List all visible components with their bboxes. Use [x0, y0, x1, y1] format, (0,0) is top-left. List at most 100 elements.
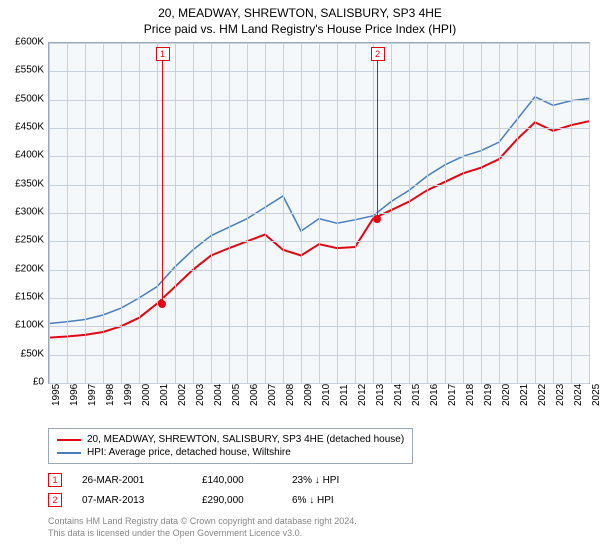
- chart-subtitle: Price paid vs. HM Land Registry's House …: [0, 20, 600, 36]
- gridline-v: [157, 43, 158, 383]
- footer-line: This data is licensed under the Open Gov…: [48, 528, 357, 540]
- legend-box: 20, MEADWAY, SHREWTON, SALISBURY, SP3 4H…: [48, 428, 413, 464]
- legend-label: 20, MEADWAY, SHREWTON, SALISBURY, SP3 4H…: [87, 434, 404, 445]
- y-tick-label: £600K: [4, 37, 44, 48]
- event-price: £290,000: [202, 495, 272, 506]
- y-tick-label: £100K: [4, 320, 44, 331]
- event-row: 1 26-MAR-2001 £140,000 23% ↓ HPI: [48, 470, 372, 490]
- gridline-v: [409, 43, 410, 383]
- gridline-v: [211, 43, 212, 383]
- x-tick-label: 2009: [303, 366, 314, 406]
- x-tick-label: 1995: [51, 366, 62, 406]
- y-tick-label: £300K: [4, 207, 44, 218]
- x-tick-label: 1996: [69, 366, 80, 406]
- gridline-v: [193, 43, 194, 383]
- x-tick-label: 2013: [375, 366, 386, 406]
- footer-attribution: Contains HM Land Registry data © Crown c…: [48, 516, 357, 539]
- marker-line: [377, 60, 378, 219]
- y-tick-label: £200K: [4, 263, 44, 274]
- event-marker-num: 2: [48, 493, 62, 507]
- gridline-v: [229, 43, 230, 383]
- gridline-v: [103, 43, 104, 383]
- event-hpi: 6% ↓ HPI: [292, 495, 372, 506]
- x-tick-label: 2012: [357, 366, 368, 406]
- x-tick-label: 2025: [591, 366, 600, 406]
- event-date: 07-MAR-2013: [82, 495, 182, 506]
- x-tick-label: 2018: [465, 366, 476, 406]
- marker-label: 1: [156, 47, 170, 61]
- gridline-v: [517, 43, 518, 383]
- x-tick-label: 2024: [573, 366, 584, 406]
- gridline-v: [319, 43, 320, 383]
- y-tick-label: £500K: [4, 93, 44, 104]
- gridline-v: [247, 43, 248, 383]
- x-tick-label: 2001: [159, 366, 170, 406]
- x-tick-label: 2022: [537, 366, 548, 406]
- legend-row: 20, MEADWAY, SHREWTON, SALISBURY, SP3 4H…: [57, 433, 404, 446]
- y-tick-label: £550K: [4, 65, 44, 76]
- x-tick-label: 2015: [411, 366, 422, 406]
- event-marker-num: 1: [48, 473, 62, 487]
- gridline-v: [571, 43, 572, 383]
- gridline-v: [67, 43, 68, 383]
- legend-swatch: [57, 439, 81, 441]
- events-table: 1 26-MAR-2001 £140,000 23% ↓ HPI 2 07-MAR-201…: [48, 470, 372, 510]
- gridline-v: [553, 43, 554, 383]
- x-tick-label: 1997: [87, 366, 98, 406]
- x-tick-label: 2016: [429, 366, 440, 406]
- gridline-v: [139, 43, 140, 383]
- gridline-v: [463, 43, 464, 383]
- marker-line: [162, 60, 163, 304]
- gridline-v: [391, 43, 392, 383]
- y-tick-label: £50K: [4, 348, 44, 359]
- footer-line: Contains HM Land Registry data © Crown c…: [48, 516, 357, 528]
- y-tick-label: £250K: [4, 235, 44, 246]
- x-tick-label: 2020: [501, 366, 512, 406]
- chart-plot-area: 12: [48, 42, 590, 384]
- gridline-v: [373, 43, 374, 383]
- y-tick-label: £150K: [4, 292, 44, 303]
- gridline-v: [283, 43, 284, 383]
- event-price: £140,000: [202, 475, 272, 486]
- x-tick-label: 1999: [123, 366, 134, 406]
- chart-title: 20, MEADWAY, SHREWTON, SALISBURY, SP3 4H…: [0, 0, 600, 20]
- gridline-v: [175, 43, 176, 383]
- gridline-v: [337, 43, 338, 383]
- gridline-v: [85, 43, 86, 383]
- event-date: 26-MAR-2001: [82, 475, 182, 486]
- x-tick-label: 2008: [285, 366, 296, 406]
- legend-swatch: [57, 452, 81, 454]
- x-tick-label: 2006: [249, 366, 260, 406]
- gridline-v: [445, 43, 446, 383]
- event-hpi: 23% ↓ HPI: [292, 475, 372, 486]
- x-tick-label: 2003: [195, 366, 206, 406]
- gridline-v: [265, 43, 266, 383]
- y-tick-label: £400K: [4, 150, 44, 161]
- marker-dot: [158, 300, 166, 308]
- gridline-v: [481, 43, 482, 383]
- x-tick-label: 2014: [393, 366, 404, 406]
- gridline-v: [535, 43, 536, 383]
- gridline-v: [301, 43, 302, 383]
- gridline-v: [427, 43, 428, 383]
- legend-label: HPI: Average price, detached house, Wilt…: [87, 447, 291, 458]
- x-tick-label: 2005: [231, 366, 242, 406]
- x-tick-label: 2007: [267, 366, 278, 406]
- y-tick-label: £0: [4, 377, 44, 388]
- x-tick-label: 2011: [339, 366, 350, 406]
- gridline-v: [499, 43, 500, 383]
- x-tick-label: 1998: [105, 366, 116, 406]
- gridline-v: [589, 43, 590, 383]
- y-tick-label: £450K: [4, 122, 44, 133]
- x-tick-label: 2021: [519, 366, 530, 406]
- x-tick-label: 2010: [321, 366, 332, 406]
- gridline-v: [121, 43, 122, 383]
- marker-dot: [373, 215, 381, 223]
- event-row: 2 07-MAR-2013 £290,000 6% ↓ HPI: [48, 490, 372, 510]
- x-tick-label: 2017: [447, 366, 458, 406]
- marker-label: 2: [371, 47, 385, 61]
- x-tick-label: 2002: [177, 366, 188, 406]
- x-tick-label: 2000: [141, 366, 152, 406]
- y-tick-label: £350K: [4, 178, 44, 189]
- legend-row: HPI: Average price, detached house, Wilt…: [57, 446, 404, 459]
